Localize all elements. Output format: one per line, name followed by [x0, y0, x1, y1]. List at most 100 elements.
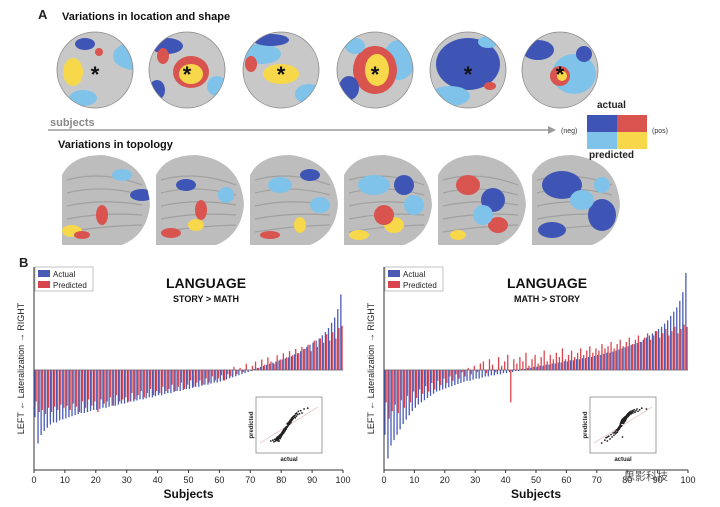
x-tick-label: 90 [653, 475, 663, 485]
inset-point [271, 439, 274, 442]
legend-neg-label: (neg) [561, 128, 578, 135]
chart-legend: Actual Predicted [34, 266, 94, 292]
location-patch-6: * [521, 31, 599, 109]
legend-predicted-pos [617, 132, 647, 149]
location-marker-1: * [91, 62, 100, 87]
x-tick-label: 90 [307, 475, 317, 485]
inset-point [609, 438, 611, 440]
location-marker-3: * [277, 62, 286, 87]
inset-point [637, 410, 639, 413]
panel-b-label: B [19, 255, 29, 270]
x-tick-label: 70 [245, 475, 255, 485]
inset-scatter: actual predicted [583, 396, 657, 463]
inset-point [294, 416, 297, 419]
inset-point [306, 407, 309, 410]
inset-point [612, 432, 615, 434]
x-tick-label: 10 [60, 475, 70, 485]
inset-point [638, 408, 641, 411]
legend-pos-label: (pos) [652, 128, 668, 135]
inset-point [640, 407, 643, 410]
inset-point [620, 424, 623, 427]
inset-point [606, 440, 609, 442]
inset-ylabel: predicted [249, 411, 255, 438]
location-marker-5: * [464, 62, 473, 87]
inset-point [292, 417, 295, 420]
x-tick-label: 0 [31, 475, 36, 485]
inset-point [634, 411, 636, 414]
inset-point [632, 410, 635, 413]
legend-predicted-label: Predicted [53, 281, 87, 290]
x-tick-label: 20 [91, 475, 101, 485]
x-tick-label: 80 [276, 475, 286, 485]
inset-xlabel: actual [614, 457, 632, 463]
chart-title: LANGUAGE [507, 275, 587, 291]
inset-point [631, 412, 634, 414]
inset-point [621, 436, 624, 438]
panel-a-figure: * * * * * * [48, 31, 647, 245]
topology-brain-2 [156, 155, 244, 245]
x-tick-label: 100 [680, 475, 695, 485]
subjects-label: subjects [50, 117, 95, 129]
inset-point [611, 436, 613, 438]
legend-predicted-swatch [388, 281, 400, 288]
inset-point [633, 408, 636, 411]
legend-actual-swatch [388, 270, 400, 277]
panel-a-label: A [38, 7, 48, 22]
x-axis-label: Subjects [163, 487, 213, 501]
inset-point [605, 436, 607, 439]
x-tick-label: 60 [214, 475, 224, 485]
x-axis-label: Subjects [511, 487, 561, 501]
inset-point [297, 410, 300, 413]
inset-xlabel: actual [280, 457, 298, 463]
x-tick-label: 50 [531, 475, 541, 485]
subjects-arrow-head [548, 126, 556, 134]
inset-point [614, 430, 617, 432]
chart-subtitle: STORY > MATH [173, 294, 239, 304]
inset-point [278, 440, 281, 442]
inset-point [636, 408, 638, 410]
legend-predicted-swatch [38, 281, 50, 288]
x-tick-label: 50 [183, 475, 193, 485]
x-tick-label: 30 [122, 475, 132, 485]
inset-point [635, 409, 637, 412]
x-tick-label: 0 [381, 475, 386, 485]
inset-point [289, 421, 292, 424]
legend-actual-neg [587, 115, 617, 132]
location-patch-3: * [242, 31, 320, 109]
legend-predicted-label: predicted [589, 150, 635, 161]
actual-predicted-legend [587, 115, 647, 149]
chart-title: LANGUAGE [166, 275, 246, 291]
topology-brain-6 [532, 155, 620, 245]
x-tick-label: 30 [470, 475, 480, 485]
location-marker-4: * [371, 62, 380, 87]
inset-point [285, 428, 288, 430]
legend-actual-label: Actual [403, 270, 425, 279]
inset-point [630, 412, 633, 415]
inset-point [613, 434, 615, 437]
location-patch-2: * [148, 31, 226, 109]
x-tick-label: 60 [561, 475, 571, 485]
location-marker-2: * [183, 62, 192, 87]
y-axis-label: LEFT ← Lateralization → RIGHT [16, 302, 26, 434]
location-marker-6: * [556, 62, 565, 87]
inset-ylabel: predicted [583, 411, 589, 438]
inset-scatter: actual predicted [249, 396, 323, 463]
x-tick-label: 70 [592, 475, 602, 485]
y-axis-label: LEFT ← Lateralization → RIGHT [366, 302, 376, 434]
inset-point [610, 433, 612, 436]
topology-title: Variations in topology [58, 139, 173, 151]
watermark-text: 思影科技 [624, 471, 668, 483]
inset-point [600, 442, 603, 444]
location-patch-5: * [429, 31, 507, 109]
legend-predicted-label: Predicted [403, 281, 437, 290]
inset-point [603, 439, 606, 442]
x-tick-label: 100 [335, 475, 350, 485]
chart-story-math: 0 10 20 30 40 50 60 70 80 90 100 Subjects LEFT ← Lat… [16, 266, 351, 501]
legend-actual-pos [617, 115, 647, 132]
x-tick-label: 40 [501, 475, 511, 485]
x-tick-label: 10 [409, 475, 419, 485]
legend-predicted-neg [587, 132, 617, 149]
topology-brain-3 [250, 155, 338, 245]
topology-brain-5 [438, 155, 526, 245]
inset-point [279, 437, 282, 440]
